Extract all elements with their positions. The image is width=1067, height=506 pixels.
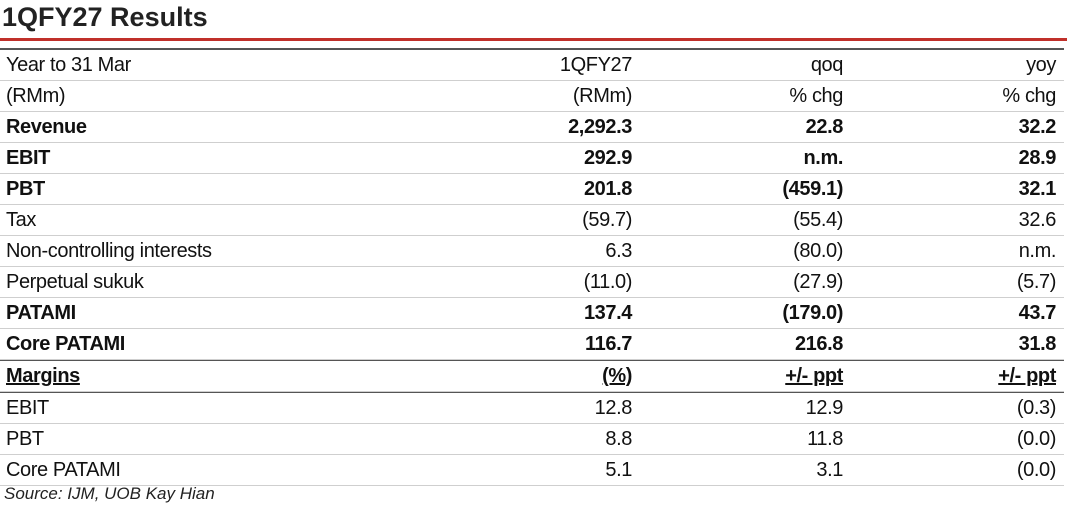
header-cell: % chg: [789, 85, 843, 107]
source-note: Source: IJM, UOB Kay Hian: [4, 484, 215, 503]
table-row: Core PATAMI 116.7 216.8 31.8: [0, 329, 1064, 360]
header-cell: qoq: [810, 54, 844, 76]
table-cell: 32.1: [1018, 178, 1057, 200]
table-cell: 5.1: [605, 459, 632, 481]
table-cell: EBIT: [6, 147, 50, 169]
table-cell: (80.0): [793, 240, 843, 262]
table-cell: (459.1): [782, 178, 843, 200]
header-cell: (RMm): [6, 85, 66, 107]
results-table: Year to 31 Mar 1QFY27 qoq yoy (RMm) (RMm) % ch…: [0, 48, 1064, 486]
table-cell: n.m.: [1018, 240, 1057, 262]
title-rule: [0, 38, 1067, 41]
table-cell: PBT: [6, 178, 45, 200]
table-row: Non-controlling interests 6.3 (80.0) n.m.: [0, 236, 1064, 267]
table-cell: 3.1: [816, 459, 843, 481]
table-cell: (27.9): [793, 271, 843, 293]
table-cell: PBT: [6, 428, 44, 450]
header-cell: 1QFY27: [559, 54, 632, 76]
table-cell: Non-controlling interests: [6, 240, 212, 262]
table-row: EBIT 12.8 12.9 (0.3): [0, 392, 1064, 424]
table-cell: Tax: [6, 209, 36, 231]
table-row: EBIT 292.9 n.m. 28.9: [0, 143, 1064, 174]
table-cell: 6.3: [605, 240, 632, 262]
header-cell: % chg: [1002, 85, 1056, 107]
table-cell: 32.6: [1018, 209, 1057, 231]
table-cell: Margins: [6, 365, 80, 387]
table-cell: Perpetual sukuk: [6, 271, 144, 293]
table-cell: Core PATAMI: [6, 333, 125, 355]
table-cell: 43.7: [1018, 302, 1057, 324]
header-cell: yoy: [1026, 54, 1056, 76]
table-cell: 137.4: [583, 302, 632, 324]
table-cell: 31.8: [1018, 333, 1057, 355]
table-cell: 32.2: [1018, 116, 1057, 138]
table-cell: PATAMI: [6, 302, 76, 324]
table-cell: 292.9: [583, 147, 632, 169]
header-row: Year to 31 Mar 1QFY27 qoq yoy: [0, 50, 1064, 81]
table-cell: 116.7: [585, 333, 632, 355]
header-cell: (RMm): [572, 85, 632, 107]
title: 1QFY27 Results: [2, 2, 208, 32]
table-cell: 216.8: [794, 333, 843, 355]
table-cell: 8.8: [605, 428, 632, 450]
table-cell: 201.8: [583, 178, 632, 200]
table-cell: (%): [602, 365, 632, 387]
table-cell: 2,292.3: [568, 116, 632, 138]
table-cell: 11.8: [807, 428, 843, 450]
table-cell: (55.4): [793, 209, 843, 231]
table-cell: Revenue: [6, 116, 87, 138]
table-row: PBT 201.8 (459.1) 32.1: [0, 174, 1064, 205]
table-row: Margins (%) +/- ppt +/- ppt: [0, 360, 1064, 392]
table-row: PATAMI 137.4 (179.0) 43.7: [0, 298, 1064, 329]
table-cell: n.m.: [803, 147, 843, 169]
table-cell: (5.7): [1016, 271, 1057, 293]
table-cell: 22.8: [805, 116, 844, 138]
header-row: (RMm) (RMm) % chg % chg: [0, 81, 1064, 112]
table-cell: (0.0): [1016, 459, 1057, 481]
table-row: Core PATAMI 5.1 3.1 (0.0): [0, 455, 1064, 486]
table-cell: (0.3): [1016, 397, 1057, 419]
table-cell: 12.9: [805, 397, 844, 419]
header-cell: Year to 31 Mar: [6, 54, 131, 76]
table-row: Tax (59.7) (55.4) 32.6: [0, 205, 1064, 236]
table-row: Perpetual sukuk (11.0) (27.9) (5.7): [0, 267, 1064, 298]
table-cell: +/- ppt: [785, 365, 843, 387]
table-row: PBT 8.8 11.8 (0.0): [0, 424, 1064, 455]
table-cell: Core PATAMI: [6, 459, 121, 481]
table-cell: EBIT: [6, 397, 49, 419]
table-row: Revenue 2,292.3 22.8 32.2: [0, 112, 1064, 143]
table-cell: (11.0): [583, 271, 633, 293]
table-cell: (179.0): [782, 302, 843, 324]
table-cell: 12.8: [594, 397, 633, 419]
table-cell: (0.0): [1016, 428, 1057, 450]
table-cell: (59.7): [582, 209, 632, 231]
table-cell: +/- ppt: [998, 365, 1056, 387]
table-cell: 28.9: [1018, 147, 1057, 169]
